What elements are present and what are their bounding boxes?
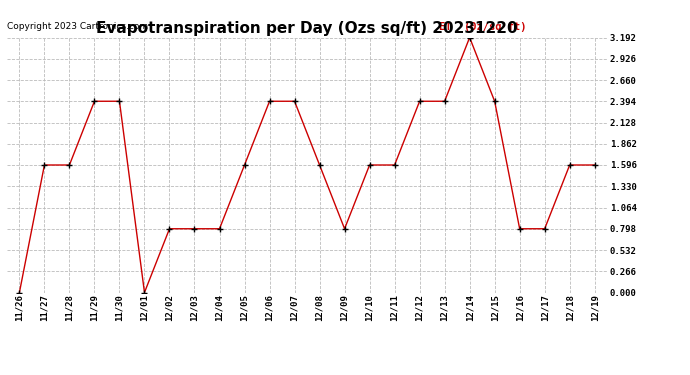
Text: ET  (0z/sq ft): ET (0z/sq ft) <box>439 22 526 32</box>
Text: Copyright 2023 Cartronics.com: Copyright 2023 Cartronics.com <box>7 22 148 31</box>
Title: Evapotranspiration per Day (Ozs sq/ft) 20231220: Evapotranspiration per Day (Ozs sq/ft) 2… <box>96 21 518 36</box>
